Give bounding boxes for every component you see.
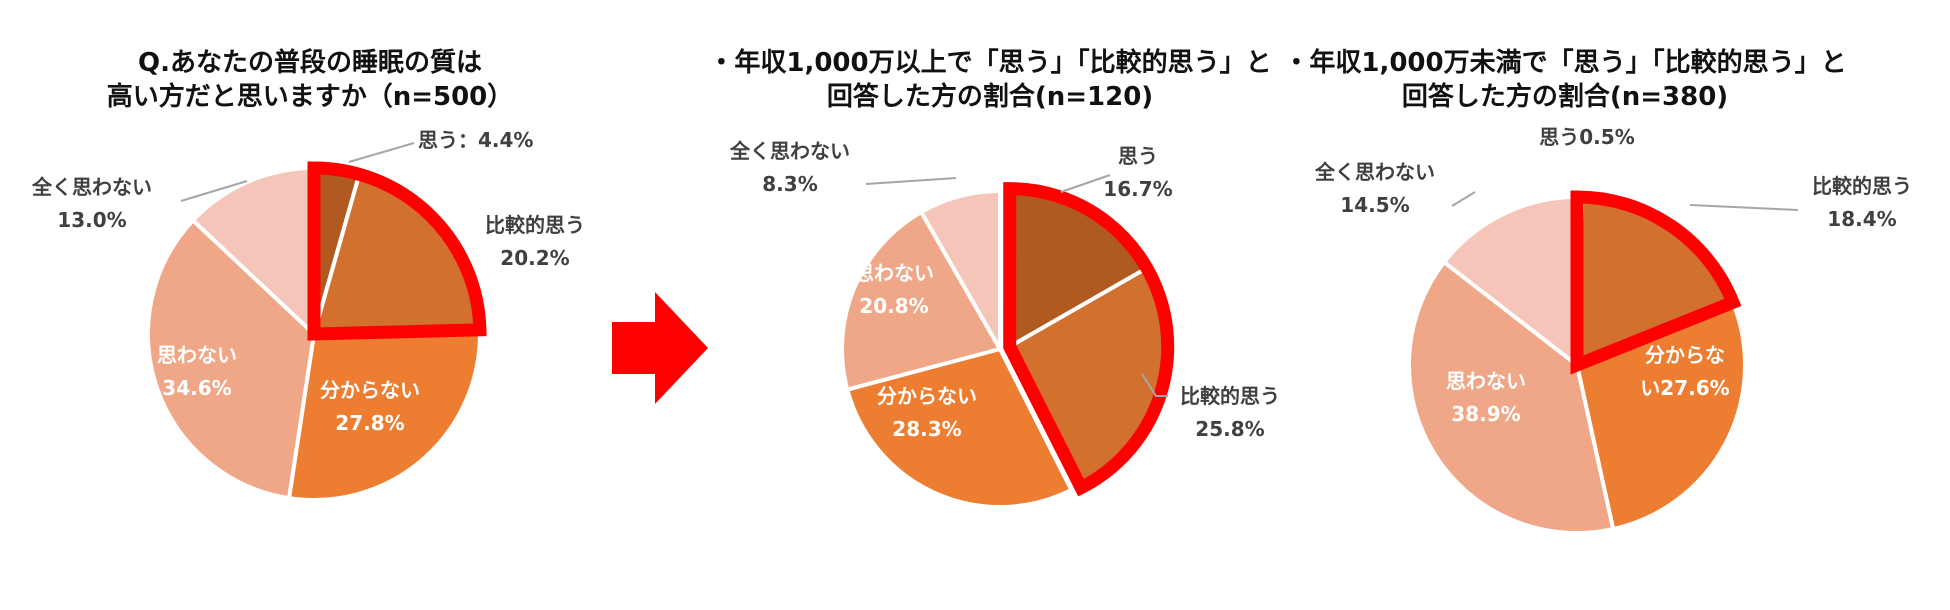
- chart-1-data-label-wakaranai: 分からない 27.8%: [320, 378, 420, 435]
- chart-3-title: ・年収1,000万未満で「思う」「比較的思う」と 回答した方の割合(n=380): [1275, 46, 1855, 114]
- chart-3-data-label-mattaku-line-1: 全く思わない: [1314, 160, 1435, 184]
- chart-2-data-label-omou-line-2: 16.7%: [1103, 177, 1172, 201]
- chart-1-data-label-omou-line-1: 思う：4.4%: [418, 128, 533, 152]
- chart-1-data-label-hikaku-line-2: 20.2%: [500, 246, 569, 270]
- chart-1-data-label-omowanai-line-1: 思わない: [157, 343, 237, 367]
- chart-2-title-line-2: 回答した方の割合(n=120): [826, 82, 1154, 112]
- chart-2-data-label-hikaku-line-2: 25.8%: [1195, 417, 1264, 441]
- chart-1-leader-line-mattaku: [180, 180, 248, 202]
- chart-1-title-line-1: Q.あなたの普段の睡眠の質は: [138, 48, 482, 78]
- right-arrow-icon: [612, 292, 708, 404]
- chart-1-data-label-mattaku-line-2: 13.0%: [57, 208, 126, 232]
- chart-3-slice-mattaku: [1441, 194, 1579, 370]
- chart-1-data-label-wakaranai-line-1: 分からない: [320, 378, 420, 402]
- chart-3-data-label-hikaku-line-1: 比較的思う: [1812, 174, 1912, 198]
- chart-1-title-line-2: 高い方だと思いますか（n=500）: [106, 82, 514, 112]
- chart-2-data-label-mattaku: 全く思わない 8.3%: [729, 139, 850, 196]
- chart-1-title: Q.あなたの普段の睡眠の質は 高い方だと思いますか（n=500）: [100, 46, 520, 114]
- chart-3-data-label-mattaku-line-2: 14.5%: [1340, 193, 1409, 217]
- chart-3-data-label-hikaku: 比較的思う 18.4%: [1812, 174, 1912, 231]
- chart-2-data-label-omowanai-line-1: 思わない: [854, 261, 934, 285]
- chart-2-data-label-hikaku: 比較的思う 25.8%: [1180, 384, 1280, 441]
- chart-2-slice-mattaku: [918, 188, 1002, 357]
- chart-3-data-label-wakaranai-line-1: 分からな: [1645, 343, 1725, 367]
- pie-chart-overall: 思う：4.4% 比較的思う 20.2% 分からない 27.8% 思わない 34.6% 全く思わ…: [31, 128, 585, 502]
- chart-3-slice-wakaranai: [1574, 299, 1748, 532]
- chart-2-data-label-mattaku-line-1: 全く思わない: [729, 139, 850, 163]
- chart-1-slice-wakaranai: [286, 327, 482, 502]
- chart-1-slice-omowanai: [146, 217, 317, 501]
- chart-1-data-label-wakaranai-line-2: 27.8%: [335, 411, 404, 435]
- chart-2-slice-wakaranai: [844, 346, 1075, 509]
- chart-1-data-label-hikaku-line-1: 比較的思う: [485, 213, 585, 237]
- chart-2-data-label-wakaranai: 分からない 28.3%: [877, 384, 977, 441]
- chart-3-data-label-omou: 思う0.5%: [1539, 125, 1634, 149]
- chart-2-leader-line-hikaku: [1141, 373, 1168, 397]
- chart-1-data-label-omowanai-line-2: 34.6%: [162, 376, 231, 400]
- chart-1-data-label-hikaku: 比較的思う 20.2%: [485, 213, 585, 270]
- chart-2-data-label-omowanai-line-2: 20.8%: [859, 294, 928, 318]
- chart-2-title-line-1: ・年収1,000万以上で「思う」「比較的思う」と: [708, 48, 1272, 78]
- pie-chart-high-income: 思う 16.7% 比較的思う 25.8% 分からない 28.3% 思わない 20.8% 全く思わ…: [729, 139, 1280, 509]
- chart-1-highlight-outline: [307, 161, 487, 341]
- chart-3-leader-line-mattaku: [1451, 191, 1476, 207]
- chart-1-leader-line-omou: [348, 142, 415, 163]
- chart-3-data-label-wakaranai-line-2: い27.6%: [1640, 376, 1729, 400]
- chart-3-title-line-2: 回答した方の割合(n=380): [1401, 82, 1729, 112]
- chart-1-data-label-mattaku-line-1: 全く思わない: [31, 175, 152, 199]
- chart-3-data-label-omowanai: 思わない 38.9%: [1446, 369, 1526, 426]
- chart-2-data-label-omou-line-1: 思う: [1118, 144, 1158, 168]
- chart-2-data-label-omowanai: 思わない 20.8%: [854, 261, 934, 318]
- chart-2-data-label-omou: 思う 16.7%: [1103, 144, 1172, 201]
- chart-2-highlight-outline: [1003, 182, 1175, 497]
- chart-3-leader-line-hikaku: [1689, 204, 1799, 211]
- chart-3-data-label-omowanai-line-2: 38.9%: [1451, 402, 1520, 426]
- chart-3-data-label-omowanai-line-1: 思わない: [1446, 369, 1526, 393]
- chart-2-data-label-hikaku-line-1: 比較的思う: [1180, 384, 1280, 408]
- chart-2-slice-omowanai: [840, 209, 1004, 392]
- chart-2-leader-line-omou: [1060, 174, 1111, 193]
- chart-3-title-line-1: ・年収1,000万未満で「思う」「比較的思う」と: [1283, 48, 1847, 78]
- chart-3-data-label-omou-line-1: 思う0.5%: [1539, 125, 1634, 149]
- chart-2-data-label-wakaranai-line-1: 分からない: [877, 384, 977, 408]
- chart-2-data-label-wakaranai-line-2: 28.3%: [892, 417, 961, 441]
- chart-2-data-label-mattaku-line-2: 8.3%: [762, 172, 817, 196]
- chart-3-highlight-outline: [1570, 190, 1742, 375]
- chart-3-slice-omowanai: [1407, 259, 1616, 535]
- chart-2-leader-line-mattaku: [865, 177, 957, 185]
- pie-chart-low-income: 思う0.5% 比較的思う 18.4% 分からない27.6% 思わない 38.9% 全く思わな…: [1314, 125, 1912, 535]
- chart-3-data-label-mattaku: 全く思わない 14.5%: [1314, 160, 1435, 217]
- chart-1-data-label-omou: 思う：4.4%: [418, 128, 533, 152]
- chart-2-title: ・年収1,000万以上で「思う」「比較的思う」と 回答した方の割合(n=120): [700, 46, 1280, 114]
- chart-3-data-label-hikaku-line-2: 18.4%: [1827, 207, 1896, 231]
- chart-1-slice-mattaku: [190, 165, 316, 339]
- chart-3-data-label-wakaranai: 分からない27.6%: [1640, 343, 1729, 400]
- chart-1-data-label-omowanai: 思わない 34.6%: [157, 343, 237, 400]
- chart-1-data-label-mattaku: 全く思わない 13.0%: [31, 175, 152, 232]
